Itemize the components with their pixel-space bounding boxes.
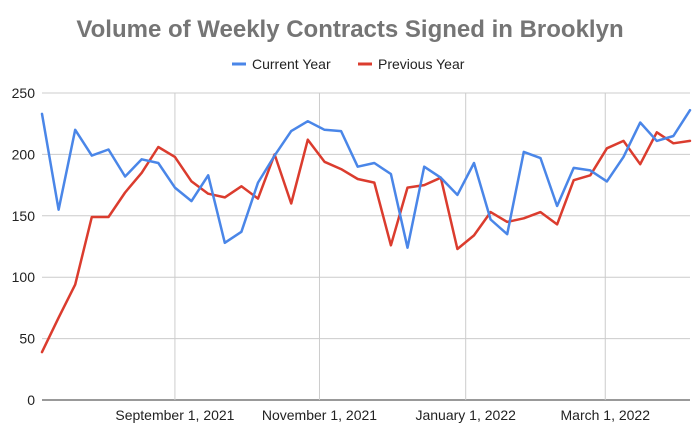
series-lines <box>40 108 692 354</box>
y-tick-label: 50 <box>19 331 35 347</box>
y-tick-label: 250 <box>12 85 36 101</box>
x-axis: September 1, 2021 November 1, 2021 January… <box>115 407 650 423</box>
y-tick-label: 150 <box>12 208 36 224</box>
y-tick-label: 100 <box>12 269 36 285</box>
grid <box>42 92 690 401</box>
chart-title: Volume of Weekly Contracts Signed in Bro… <box>76 16 623 43</box>
y-tick-label: 200 <box>12 146 36 162</box>
x-tick-label: March 1, 2022 <box>561 407 651 423</box>
x-tick-label: September 1, 2021 <box>115 407 234 423</box>
x-tick-label: January 1, 2022 <box>415 407 516 423</box>
y-tick-label: 0 <box>27 392 35 408</box>
series-line-current-year <box>40 108 692 249</box>
legend-label-current-year: Current Year <box>252 56 331 72</box>
legend: Current Year Previous Year <box>232 56 465 72</box>
x-tick-label: November 1, 2021 <box>262 407 377 423</box>
legend-label-previous-year: Previous Year <box>378 56 465 72</box>
y-axis: 0 50 100 150 200 250 <box>12 85 36 408</box>
